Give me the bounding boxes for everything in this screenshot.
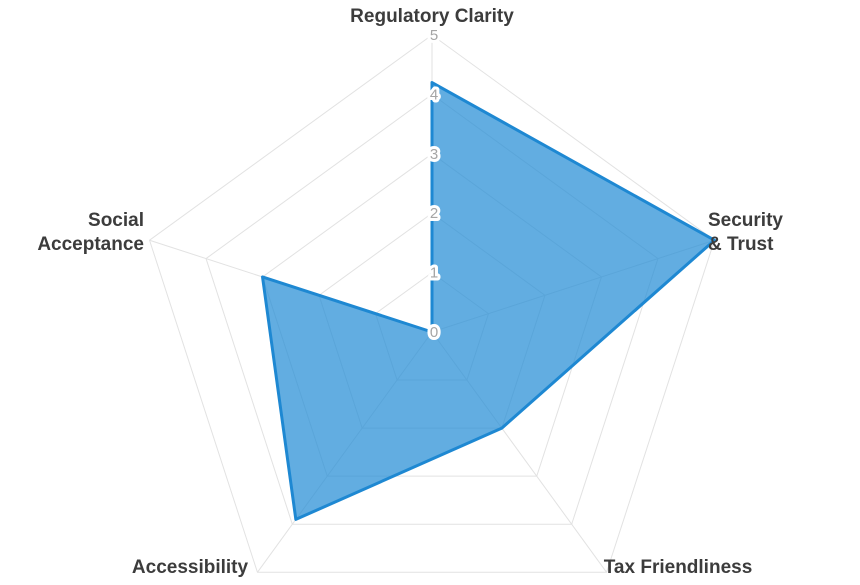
tick-label-0: 0 bbox=[430, 324, 438, 341]
axis-label-security-trust: Security & Trust bbox=[708, 210, 783, 255]
radar-tick-labels: 0 1 2 3 4 5 bbox=[427, 24, 441, 344]
axis-label-social-acceptance: Social Acceptance bbox=[37, 210, 144, 255]
tick-label-3: 3 bbox=[430, 146, 438, 163]
tick-label-1: 1 bbox=[430, 265, 438, 282]
tick-label-2: 2 bbox=[430, 205, 438, 222]
tick-label-5: 5 bbox=[430, 27, 438, 44]
tick-label-4: 4 bbox=[430, 86, 438, 103]
radar-data-layer bbox=[261, 81, 716, 521]
axis-label-regulatory-clarity: Regulatory Clarity bbox=[350, 6, 514, 27]
radar-axis-labels: Regulatory Clarity Security & Trust Tax Fri… bbox=[37, 6, 783, 578]
axis-label-tax-friendliness: Tax Friendliness bbox=[604, 557, 753, 578]
data-polygon bbox=[261, 81, 716, 521]
grid-ring-5 bbox=[148, 34, 716, 573]
axis-label-accessibility: Accessibility bbox=[132, 557, 249, 578]
